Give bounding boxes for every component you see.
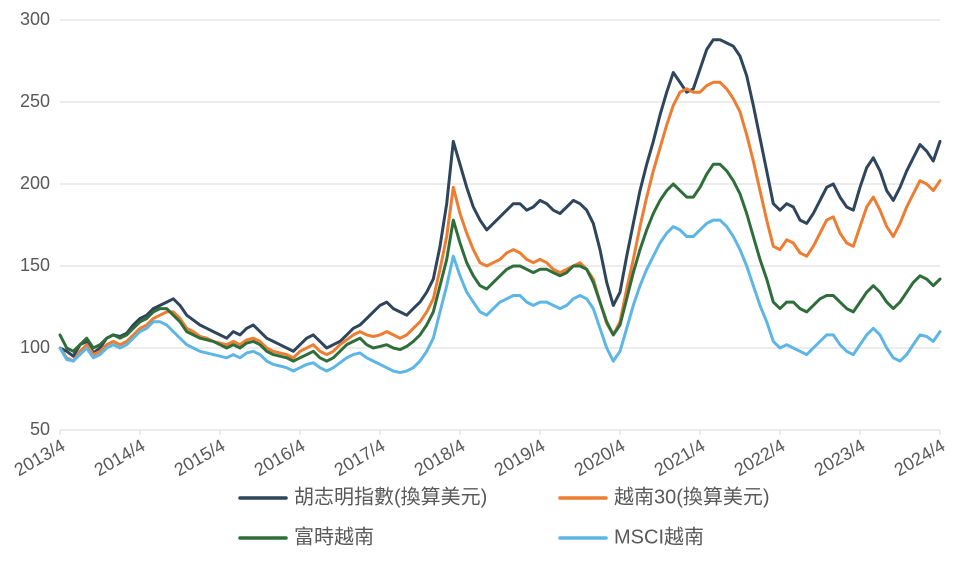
legend-label: 富時越南 — [294, 525, 374, 548]
y-tick-label: 100 — [20, 337, 50, 357]
line-chart: 501001502002503002013/42014/42015/42016/… — [0, 0, 960, 577]
chart-svg: 501001502002503002013/42014/42015/42016/… — [0, 0, 960, 577]
y-tick-label: 150 — [20, 255, 50, 275]
y-tick-label: 250 — [20, 91, 50, 111]
legend-label: 越南30(換算美元) — [614, 485, 770, 508]
legend-label: MSCI越南 — [614, 525, 704, 548]
y-tick-label: 200 — [20, 173, 50, 193]
y-tick-label: 50 — [30, 419, 50, 439]
y-tick-label: 300 — [20, 9, 50, 29]
legend-label: 胡志明指數(換算美元) — [294, 485, 487, 508]
